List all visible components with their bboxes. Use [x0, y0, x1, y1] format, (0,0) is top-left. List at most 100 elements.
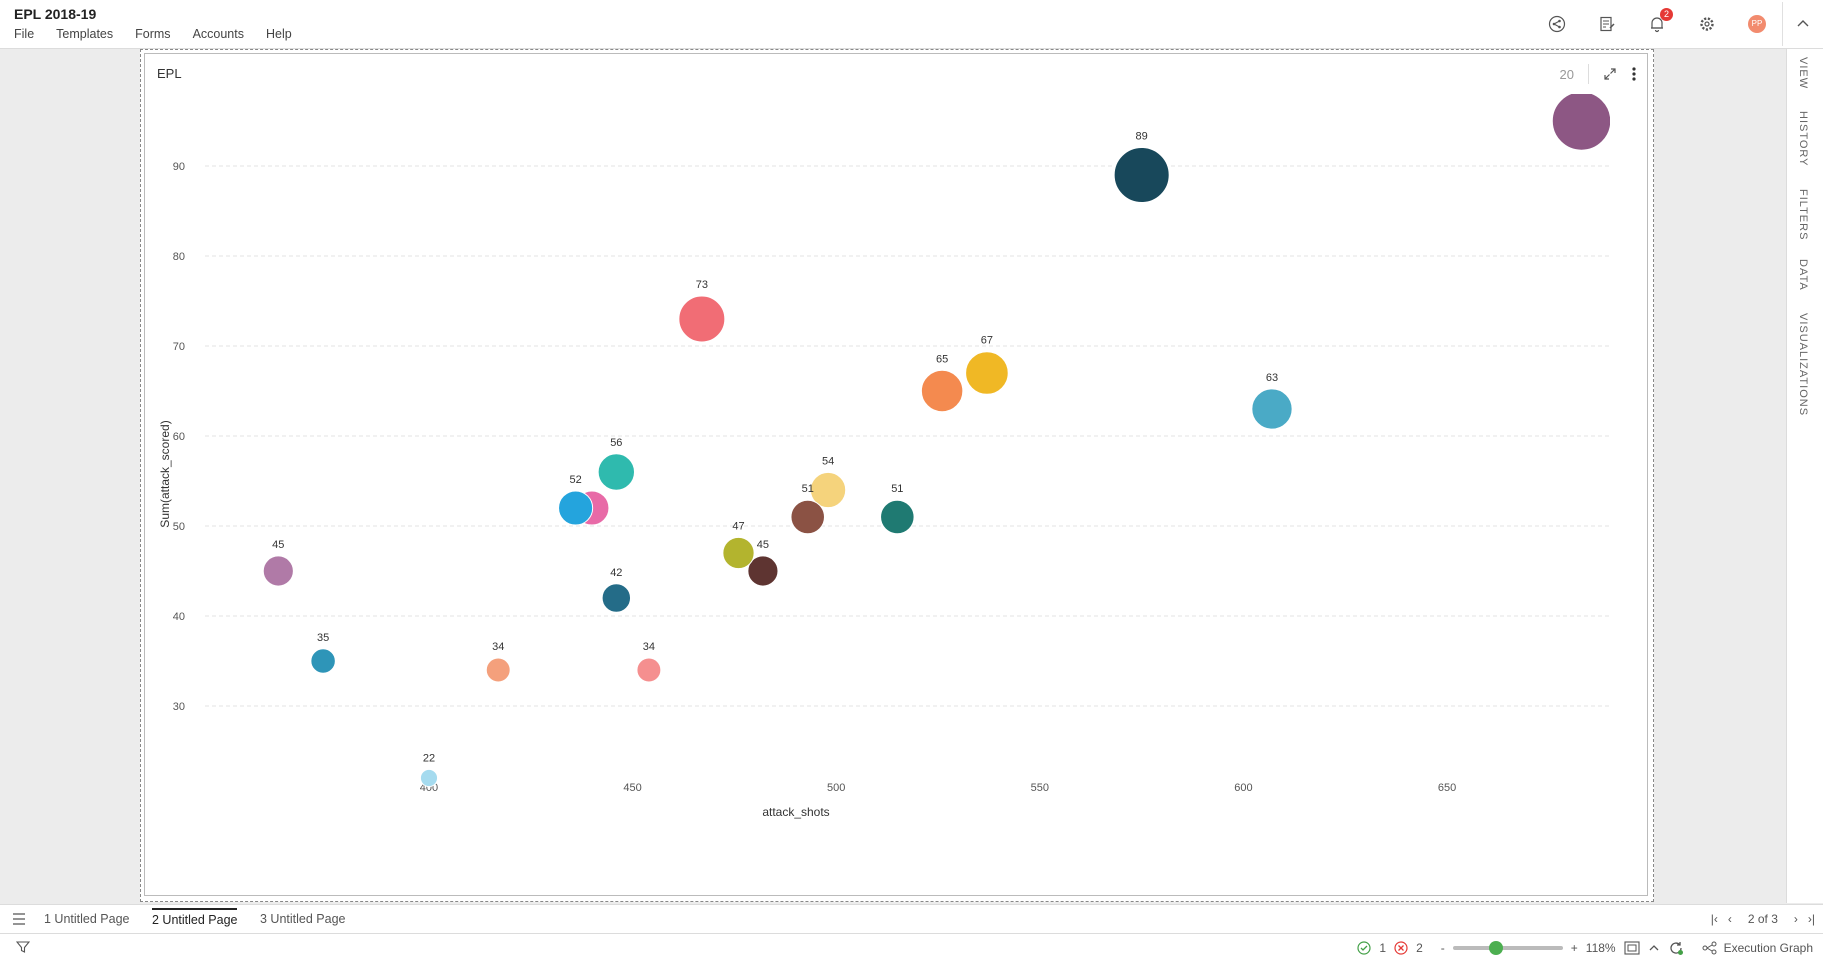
bubble-point[interactable]: [310, 648, 336, 674]
x-tick-label: 650: [1438, 782, 1456, 794]
y-axis-label: Sum(attack_scored): [158, 420, 172, 527]
y-tick-label: 30: [173, 701, 185, 713]
x-tick-label: 450: [623, 782, 641, 794]
data-label: 56: [610, 437, 622, 449]
bell-icon: [1651, 17, 1663, 33]
bubble-point[interactable]: [965, 351, 1009, 395]
page-tab-bar: 1 Untitled Page 2 Untitled Page 3 Untitl…: [0, 904, 1823, 933]
bubble-point[interactable]: [1113, 146, 1170, 204]
bubble-point[interactable]: [636, 657, 662, 683]
bubble-point[interactable]: [601, 583, 632, 613]
data-label: 35: [317, 632, 329, 644]
execution-graph-button[interactable]: Execution Graph: [1702, 941, 1813, 955]
menu-templates[interactable]: Templates: [56, 27, 114, 41]
bubble-point[interactable]: [1551, 92, 1610, 151]
notifications-button[interactable]: 2: [1632, 2, 1682, 46]
data-label: 73: [696, 279, 708, 291]
bubble-point[interactable]: [1251, 388, 1293, 430]
user-avatar-button[interactable]: PP: [1732, 2, 1782, 46]
y-tick-label: 50: [173, 521, 185, 533]
x-tick-label: 600: [1234, 782, 1252, 794]
y-tick-label: 40: [173, 611, 185, 623]
zoom-in-button[interactable]: +: [1570, 941, 1578, 955]
tab-page-1[interactable]: 1 Untitled Page: [44, 912, 130, 926]
rail-history[interactable]: HISTORY: [1797, 111, 1809, 167]
gear-icon: [1700, 17, 1714, 31]
first-page-icon[interactable]: |‹: [1710, 912, 1718, 926]
success-icon: [1357, 941, 1372, 955]
execution-graph-icon: [1702, 941, 1717, 955]
menu-forms[interactable]: Forms: [135, 27, 171, 41]
zoom-out-button[interactable]: -: [1440, 941, 1445, 955]
hamburger-menu-icon[interactable]: [12, 913, 26, 925]
error-icon: [1394, 941, 1408, 955]
chart-widget[interactable]: 30 40 50 60 70 80 90 400 450 500 550 600 650 attack_s…: [144, 53, 1648, 896]
data-label: 65: [936, 353, 948, 365]
widget-tools: 20: [1560, 64, 1637, 84]
y-tick-label: 70: [173, 341, 185, 353]
data-label: 47: [732, 520, 744, 532]
bubble-point[interactable]: [880, 499, 915, 535]
settings-button[interactable]: [1682, 2, 1732, 46]
zoom-level: 118%: [1585, 941, 1616, 955]
top-bar: EPL 2018-19 File Templates Forms Account…: [0, 0, 1823, 49]
bubbles-group: [262, 92, 1610, 788]
bubble-point[interactable]: [597, 453, 636, 491]
collapse-button[interactable]: [1782, 2, 1823, 46]
y-tick-label: 60: [173, 431, 185, 443]
data-label: 22: [423, 752, 435, 764]
notes-button[interactable]: [1582, 2, 1632, 46]
menu-bar: File Templates Forms Accounts Help: [14, 27, 292, 41]
filter-icon[interactable]: [16, 940, 30, 954]
status-right: 1 2 - + 118% Execution Graph: [1357, 934, 1813, 962]
data-label: 45: [757, 539, 769, 551]
bubble-point[interactable]: [262, 555, 294, 587]
bubble-point[interactable]: [419, 768, 439, 788]
data-label: 52: [569, 474, 581, 486]
right-rail: VIEW HISTORY FILTERS DATA VISUALIZATIONS: [1786, 49, 1823, 903]
execution-graph-label: Execution Graph: [1723, 941, 1813, 955]
bubble-point[interactable]: [722, 536, 755, 570]
data-label: 34: [643, 641, 655, 653]
bubble-point[interactable]: [790, 499, 825, 535]
y-tick-label: 80: [173, 251, 185, 263]
bubble-point[interactable]: [678, 295, 726, 343]
bubble-point[interactable]: [747, 555, 779, 587]
data-label: 51: [891, 483, 903, 495]
menu-help[interactable]: Help: [265, 27, 292, 41]
error-count: 2: [1416, 941, 1423, 955]
rail-filters[interactable]: FILTERS: [1797, 189, 1809, 241]
bubble-point[interactable]: [558, 490, 594, 526]
next-page-icon[interactable]: ›: [1793, 912, 1798, 926]
x-axis-label: attack_shots: [762, 805, 829, 819]
rail-data[interactable]: DATA: [1797, 259, 1809, 291]
data-label: 42: [610, 567, 622, 579]
x-tick-label: 550: [1031, 782, 1049, 794]
page-pager: |‹ ‹ 2 of 3 › ›|: [1711, 905, 1823, 933]
rail-visualizations[interactable]: VISUALIZATIONS: [1797, 313, 1809, 417]
bubble-point[interactable]: [485, 657, 511, 683]
zoom-slider-knob[interactable]: [1488, 941, 1503, 955]
expand-icon[interactable]: [1603, 67, 1617, 81]
last-page-icon[interactable]: ›|: [1807, 912, 1815, 926]
x-tick-label: 500: [827, 782, 845, 794]
menu-file[interactable]: File: [14, 27, 35, 41]
share-button[interactable]: [1532, 2, 1582, 46]
zoom-slider[interactable]: [1452, 941, 1563, 955]
bubble-point[interactable]: [809, 471, 847, 509]
refresh-icon[interactable]: [1668, 940, 1684, 956]
data-label: 45: [272, 539, 284, 551]
prev-page-icon[interactable]: ‹: [1727, 912, 1732, 926]
menu-accounts[interactable]: Accounts: [192, 27, 244, 41]
chevron-up-icon[interactable]: [1648, 942, 1660, 954]
y-tick-label: 90: [173, 161, 185, 173]
tab-page-2[interactable]: 2 Untitled Page: [152, 908, 238, 927]
tab-page-3[interactable]: 3 Untitled Page: [260, 912, 346, 926]
bubble-point[interactable]: [920, 369, 964, 413]
data-label: 54: [822, 455, 834, 467]
rail-view[interactable]: VIEW: [1797, 57, 1809, 90]
edit-notes-icon: [1600, 16, 1615, 32]
more-options-icon[interactable]: [1631, 66, 1637, 82]
fit-screen-icon[interactable]: [1624, 941, 1640, 955]
